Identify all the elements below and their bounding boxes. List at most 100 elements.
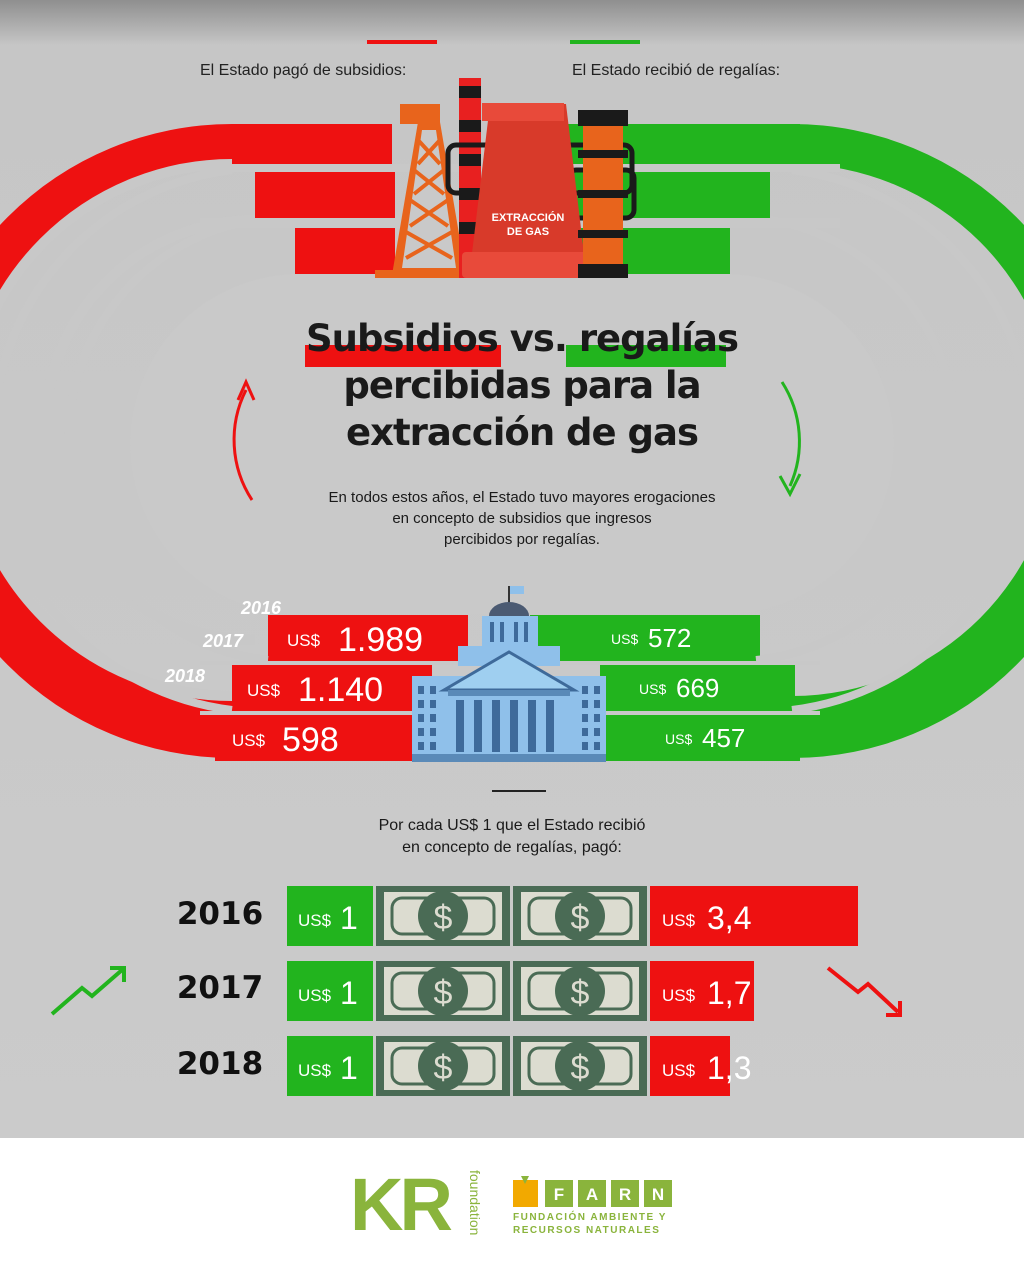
subtitle-line2: en concepto de subsidios que ingresos <box>392 510 652 527</box>
received-bar-2016 <box>287 886 373 946</box>
trend-up-arrow-icon <box>50 966 126 1016</box>
plant-label-line1: EXTRACCIÓN <box>492 211 565 224</box>
dollar-bill-icon: $ <box>376 886 510 946</box>
dollar-bill-icon: $ <box>376 961 510 1021</box>
title-highlight-red <box>305 345 501 367</box>
legend-subsidies-label: El Estado pagó de subsidios: <box>200 62 407 79</box>
subsidies-value-2016: US$ 1.989 <box>287 621 423 659</box>
received-currency-2016: US$ <box>298 911 332 930</box>
tank-icon <box>578 110 628 278</box>
title-line3: extracción de gas <box>346 411 699 454</box>
farn-letter-box <box>545 1180 573 1207</box>
royalties-value-2017: US$ 669 <box>639 673 719 703</box>
paid-bar-2017 <box>650 961 754 1021</box>
subsidies-lane-bottom-2016 <box>268 615 468 661</box>
title-line2: percibidas para la <box>343 364 701 407</box>
subsidies-lane-top-3 <box>295 228 395 274</box>
received-currency-2017: US$ <box>298 986 332 1005</box>
caption-line2: en concepto de regalías, pagó: <box>402 839 622 856</box>
trend-down-arrow-icon <box>826 966 902 1017</box>
svg-text:1.140: 1.140 <box>298 671 383 709</box>
farn-line2: RECURSOS NATURALES <box>513 1225 660 1236</box>
dollar-bill-icon: $ <box>376 1036 510 1096</box>
subsidies-lane-bottom-2017 <box>232 665 432 711</box>
farn-line1: FUNDACIÓN AMBIENTE Y <box>513 1210 667 1223</box>
farn-logo: F A R N FUNDACIÓN AMBIENTE Y RECURSOS NATUR… <box>513 1176 672 1236</box>
caption-line1: Por cada US$ 1 que el Estado recibió <box>378 817 646 834</box>
oil-derrick-icon <box>375 104 483 278</box>
royalties-value-2016: US$ 572 <box>611 623 691 653</box>
svg-text:US$: US$ <box>665 731 692 747</box>
received-bar-2017 <box>287 961 373 1021</box>
section-divider <box>492 790 546 792</box>
svg-text:457: 457 <box>702 723 745 753</box>
farn-letter: A <box>586 1185 598 1204</box>
svg-text:$: $ <box>434 974 453 1012</box>
title-highlight-green <box>566 345 726 367</box>
received-bar-2018 <box>287 1036 373 1096</box>
svg-text:US$: US$ <box>232 731 266 750</box>
subtitle-line1: En todos estos años, el Estado tuvo mayo… <box>328 489 716 506</box>
farn-letter-box <box>611 1180 639 1207</box>
dollar-bill-icon: $ <box>513 961 647 1021</box>
farn-letter: N <box>652 1185 664 1204</box>
svg-text:1.989: 1.989 <box>338 621 423 659</box>
svg-text:$: $ <box>434 899 453 937</box>
svg-text:US$: US$ <box>247 681 281 700</box>
ratio-year-2018: 2018 <box>176 1046 264 1082</box>
chart-subtitle: En todos estos años, el Estado tuvo mayo… <box>262 487 782 550</box>
ring-year-2018: 2018 <box>164 666 205 686</box>
royalties-value-2018: US$ 457 <box>665 723 745 753</box>
paid-value-2016: 3,4 <box>707 900 751 936</box>
ratio-caption: Por cada US$ 1 que el Estado recibió en … <box>312 815 712 859</box>
svg-text:669: 669 <box>676 673 719 703</box>
ratio-chart: US$ 1 $ $ US$ 3,4 US$ 1 $ $ US$ 1,7 US$ 1 $ $ US$ 1,3 <box>50 886 902 1096</box>
royalties-lane-bottom-2016 <box>530 615 760 661</box>
paid-currency-2016: US$ <box>662 911 696 930</box>
subsidies-cycle-arrow-icon <box>232 378 256 501</box>
received-value-2017: 1 <box>340 975 358 1011</box>
subsidies-value-2017: US$ 1.140 <box>247 671 383 709</box>
paid-currency-2018: US$ <box>662 1061 696 1080</box>
chart-title: Subsidios vs. regalías percibidas para l… <box>262 315 782 456</box>
farn-letter: R <box>619 1185 631 1204</box>
farn-letter-box <box>644 1180 672 1207</box>
received-currency-2018: US$ <box>298 1061 332 1080</box>
svg-text:$: $ <box>434 1049 453 1087</box>
royalties-band-outer <box>560 124 1024 758</box>
svg-text:US$: US$ <box>611 631 638 647</box>
subtitle-line3: percibidos por regalías. <box>444 531 600 548</box>
royalties-cycle-arrow-icon <box>778 381 802 498</box>
footer <box>0 1138 1024 1280</box>
cooling-tower-icon: EXTRACCIÓN DE GAS <box>462 103 594 278</box>
legend-subsidies-swatch <box>367 40 437 44</box>
royalties-lane-bottom-2017 <box>600 665 795 711</box>
subsidies-lane-bottom-2018 <box>215 715 425 761</box>
legend-royalties-swatch <box>570 40 640 44</box>
subsidies-lane-top-1 <box>232 124 392 164</box>
dollar-bill-icon: $ <box>513 1036 647 1096</box>
svg-text:$: $ <box>571 1049 590 1087</box>
congress-building-icon <box>412 586 606 762</box>
received-value-2016: 1 <box>340 900 358 936</box>
title-word-vs: vs. <box>509 317 568 360</box>
svg-text:$: $ <box>571 974 590 1012</box>
ratio-year-2016: 2016 <box>176 896 264 932</box>
title-word-subsidios: Subsidios <box>306 317 499 360</box>
ring-year-2016: 2016 <box>240 598 282 618</box>
paid-bar-2016 <box>650 886 858 946</box>
kr-foundation-logo: KR foundation <box>350 1163 483 1246</box>
ratio-year-2017: 2017 <box>176 970 264 1006</box>
svg-text:$: $ <box>571 899 590 937</box>
title-word-regalias: regalías <box>578 317 739 360</box>
paid-bar-2018 <box>650 1036 730 1096</box>
svg-text:US$: US$ <box>287 631 321 650</box>
subsidies-lane-top-2 <box>255 172 395 218</box>
kr-logo-text: KR <box>350 1163 451 1246</box>
footer-logos: KR foundation F A R N FUNDACIÓN AMBIENTE Y … <box>350 1163 672 1246</box>
farn-letter-box <box>578 1180 606 1207</box>
paid-currency-2017: US$ <box>662 986 696 1005</box>
received-value-2018: 1 <box>340 1050 358 1086</box>
ring-year-2017: 2017 <box>202 631 244 651</box>
dollar-bill-icon: $ <box>513 886 647 946</box>
